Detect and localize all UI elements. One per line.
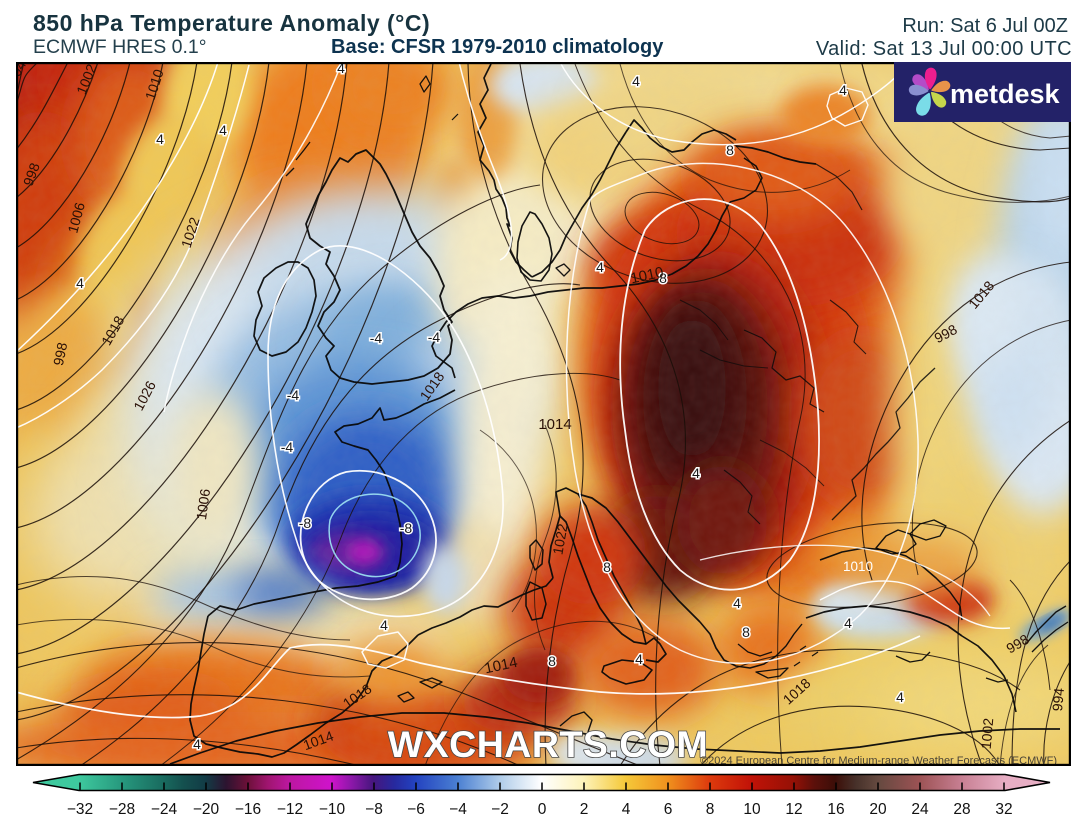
svg-text:1022: 1022 [549, 522, 570, 556]
svg-text:1002: 1002 [978, 717, 997, 750]
svg-text:6: 6 [664, 801, 673, 818]
svg-text:1010: 1010 [629, 264, 665, 288]
svg-text:4: 4 [380, 617, 388, 633]
svg-text:4: 4 [635, 651, 643, 667]
svg-text:8: 8 [548, 653, 556, 669]
svg-text:10: 10 [743, 801, 761, 818]
svg-text:8: 8 [706, 801, 715, 818]
svg-text:24: 24 [911, 801, 929, 818]
svg-text:metdesk: metdesk [950, 79, 1061, 109]
svg-text:4: 4 [193, 736, 201, 752]
svg-text:4: 4 [337, 62, 345, 76]
svg-text:-4: -4 [281, 439, 294, 455]
svg-text:16: 16 [827, 801, 844, 818]
svg-text:0: 0 [538, 801, 547, 818]
svg-text:−8: −8 [365, 801, 383, 818]
svg-text:998: 998 [20, 160, 43, 188]
svg-text:-8: -8 [400, 520, 413, 536]
svg-text:-4: -4 [370, 330, 383, 346]
svg-text:8: 8 [659, 270, 667, 286]
svg-text:WXCHARTS.COM: WXCHARTS.COM [388, 723, 709, 765]
svg-text:1006: 1006 [64, 200, 88, 234]
svg-text:−12: −12 [277, 801, 303, 818]
svg-text:−2: −2 [491, 801, 509, 818]
svg-text:-8: -8 [299, 515, 312, 531]
svg-text:−16: −16 [235, 801, 261, 818]
svg-text:-4: -4 [428, 329, 441, 345]
svg-text:−28: −28 [109, 801, 135, 818]
svg-text:4: 4 [844, 615, 852, 631]
svg-text:998: 998 [50, 341, 71, 367]
svg-text:4: 4 [596, 259, 604, 275]
svg-text:28: 28 [953, 801, 970, 818]
svg-text:1014: 1014 [483, 654, 519, 678]
svg-text:-4: -4 [287, 387, 300, 403]
svg-text:©2024 European Centre for Medi: ©2024 European Centre for Medium-range W… [700, 755, 1057, 766]
svg-text:4: 4 [632, 73, 640, 89]
svg-text:4: 4 [156, 131, 164, 147]
svg-text:8: 8 [603, 559, 611, 575]
svg-text:4: 4 [733, 595, 741, 611]
svg-text:2: 2 [580, 801, 589, 818]
svg-text:−32: −32 [67, 801, 93, 818]
svg-text:−10: −10 [319, 801, 346, 818]
svg-text:1014: 1014 [538, 416, 571, 433]
svg-text:20: 20 [869, 801, 887, 818]
svg-text:4: 4 [76, 275, 84, 291]
svg-text:−4: −4 [449, 801, 467, 818]
svg-text:4: 4 [839, 82, 847, 98]
svg-text:−20: −20 [193, 801, 220, 818]
svg-text:32: 32 [995, 801, 1012, 818]
svg-text:8: 8 [726, 142, 734, 158]
svg-text:1010: 1010 [843, 559, 873, 574]
svg-text:4: 4 [622, 801, 631, 818]
svg-text:−24: −24 [151, 801, 178, 818]
svg-text:994: 994 [1049, 687, 1067, 712]
svg-text:4: 4 [219, 122, 227, 138]
svg-text:4: 4 [896, 689, 904, 705]
svg-text:4: 4 [692, 465, 700, 481]
svg-text:1006: 1006 [193, 488, 213, 521]
svg-text:8: 8 [742, 624, 750, 640]
svg-text:12: 12 [785, 801, 802, 818]
svg-text:−6: −6 [407, 801, 425, 818]
